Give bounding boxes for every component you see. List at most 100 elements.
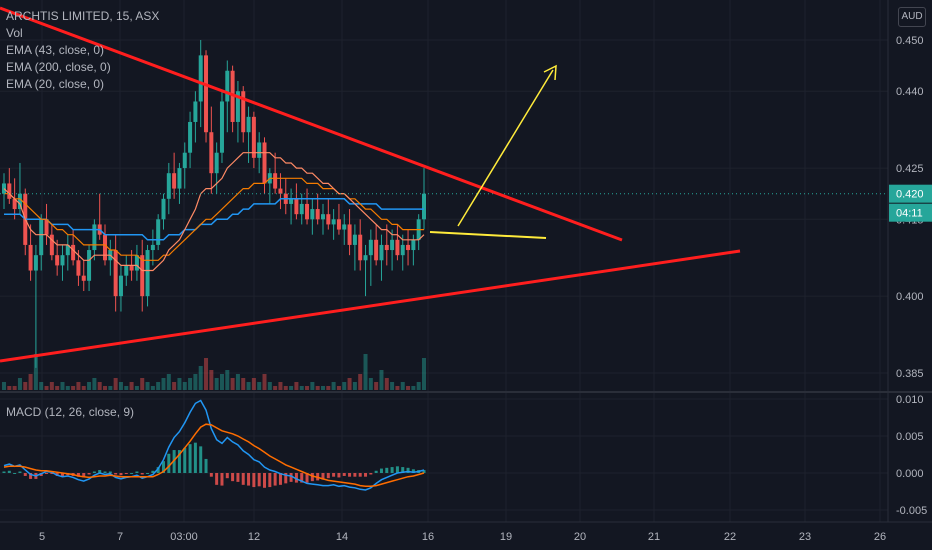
volume-bar	[267, 382, 272, 390]
volume-bar	[331, 382, 336, 390]
candle-body	[225, 70, 230, 102]
volume-bar	[12, 386, 17, 390]
candle-body	[172, 173, 177, 189]
candle-body	[390, 239, 395, 251]
macd-histogram-bar	[268, 473, 272, 488]
candle-body	[384, 244, 389, 251]
volume-bar	[118, 382, 123, 390]
candle-body	[278, 188, 283, 194]
legend-ema200: EMA (200, close, 0)	[6, 60, 111, 74]
candle-body	[129, 265, 134, 271]
volume-bar	[374, 382, 379, 390]
candle-body	[262, 142, 267, 184]
legend-ema20: EMA (20, close, 0)	[6, 77, 105, 91]
candle-body	[204, 55, 209, 133]
candle-body	[305, 203, 310, 220]
macd-histogram-bar	[241, 473, 245, 485]
candle-body	[76, 260, 81, 276]
candle-body	[103, 234, 108, 261]
candle-body	[310, 209, 315, 220]
macd-histogram-bar	[252, 473, 256, 488]
volume-bar	[390, 382, 395, 390]
volume-bar	[368, 378, 373, 390]
volume-bar	[358, 374, 363, 390]
candle-body	[214, 152, 219, 174]
macd-histogram-bar	[257, 473, 261, 487]
volume-bar	[60, 382, 65, 390]
price-tick-label: 0.450	[896, 35, 924, 47]
candle-body	[358, 234, 363, 261]
candle-body	[342, 224, 347, 230]
candle-body	[161, 198, 166, 220]
breakout-arrow-line	[457, 69, 554, 227]
candle-body	[166, 173, 171, 199]
candle-body	[182, 152, 187, 169]
volume-bar	[71, 386, 76, 390]
macd-tick-label: 0.005	[896, 431, 924, 443]
macd-histogram-bar	[135, 471, 139, 473]
volume-bar	[17, 378, 22, 390]
macd-histogram-bar	[273, 473, 277, 486]
candle-body	[347, 224, 352, 245]
macd-histogram-bar	[76, 473, 80, 477]
volume-bar	[108, 386, 113, 390]
volume-bar	[161, 378, 166, 390]
macd-histogram-bar	[130, 473, 134, 474]
volume-bar	[150, 386, 155, 390]
candle-body	[7, 183, 12, 199]
macd-histogram-bar	[289, 473, 293, 482]
time-tick-label: 16	[422, 531, 434, 543]
horizontal-marker-line	[429, 231, 547, 239]
macd-histogram-bar	[321, 473, 325, 480]
time-tick-label: 23	[799, 531, 811, 543]
candle-body	[374, 239, 379, 261]
volume-bar	[379, 370, 384, 390]
macd-histogram-bar	[29, 473, 33, 479]
candle-body	[55, 255, 60, 266]
macd-histogram-bar	[225, 473, 229, 479]
macd-histogram-bar	[422, 470, 426, 473]
volume-bar	[283, 386, 288, 390]
volume-bar	[214, 378, 219, 390]
price-tick-label: 0.440	[896, 86, 924, 98]
macd-histogram-bar	[209, 473, 213, 477]
macd-histogram-bar	[140, 473, 144, 475]
candle-body	[246, 116, 251, 133]
time-tick-label: 12	[248, 531, 260, 543]
macd-histogram-bar	[156, 467, 160, 473]
volume-bar	[76, 382, 81, 390]
macd-histogram-bar	[326, 473, 330, 479]
macd-histogram-bar	[146, 473, 150, 474]
volume-bar	[28, 374, 33, 390]
macd-histogram-bar	[82, 473, 86, 478]
candle-body	[81, 275, 86, 281]
macd-histogram-bar	[395, 466, 399, 473]
macd-histogram-bar	[124, 473, 128, 474]
macd-histogram-bar	[23, 473, 27, 476]
macd-histogram-bar	[385, 467, 389, 473]
candle-body	[134, 255, 139, 271]
candle-body	[400, 244, 405, 256]
macd-histogram-bar	[172, 450, 176, 473]
volume-bar	[55, 386, 60, 390]
volume-bar	[422, 358, 426, 390]
macd-histogram-bar	[379, 468, 383, 473]
chart-legend: ARCHTIS LIMITED, 15, ASX Vol EMA (43, cl…	[6, 8, 159, 93]
volume-bar	[156, 382, 161, 390]
volume-bar	[416, 382, 421, 390]
ema200-line	[4, 198, 424, 241]
last-price-tag-value: 0.420	[896, 189, 924, 201]
volume-bar	[113, 378, 118, 390]
macd-histogram-bar	[103, 471, 107, 473]
macd-histogram-bar	[193, 442, 197, 473]
volume-bar	[103, 386, 108, 390]
currency-button[interactable]: AUD	[898, 7, 926, 27]
candle-body	[294, 198, 299, 215]
legend-symbol: ARCHTIS LIMITED, 15, ASX	[6, 9, 160, 23]
candle-body	[17, 193, 22, 210]
candle-body	[273, 173, 278, 189]
candle-body	[331, 219, 336, 225]
candle-body	[406, 244, 411, 251]
macd-histogram-bar	[220, 473, 224, 486]
